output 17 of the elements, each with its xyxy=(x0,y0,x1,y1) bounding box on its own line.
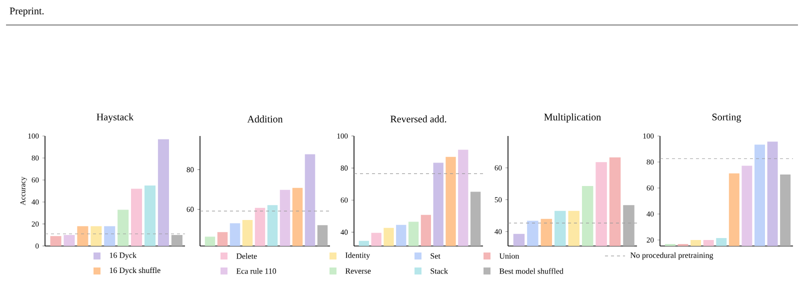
legend-label: Union xyxy=(499,253,520,259)
legend-label: No procedural pretraining xyxy=(630,252,714,260)
chart-title: Multiplication xyxy=(544,113,601,122)
legend-label: Eca rule 110 xyxy=(236,268,276,274)
legend-label: Reverse xyxy=(345,268,371,274)
legend-label: 16 Dyck shuffle xyxy=(110,267,160,275)
legend-label: Identity xyxy=(345,252,370,260)
legend-label: 16 Dyck xyxy=(110,252,137,260)
chart-title: Haystack xyxy=(96,113,134,122)
chart-title: Addition xyxy=(247,115,283,122)
chart-title: Sorting xyxy=(712,114,742,122)
chart-title: Reversed add. xyxy=(390,115,446,122)
text: Preprint. xyxy=(10,8,44,16)
legend-label: Set xyxy=(430,253,440,259)
legend-label: Stack xyxy=(430,268,448,274)
legend-label: Best model shuffled xyxy=(499,268,564,274)
legend-label: Delete xyxy=(236,253,257,259)
